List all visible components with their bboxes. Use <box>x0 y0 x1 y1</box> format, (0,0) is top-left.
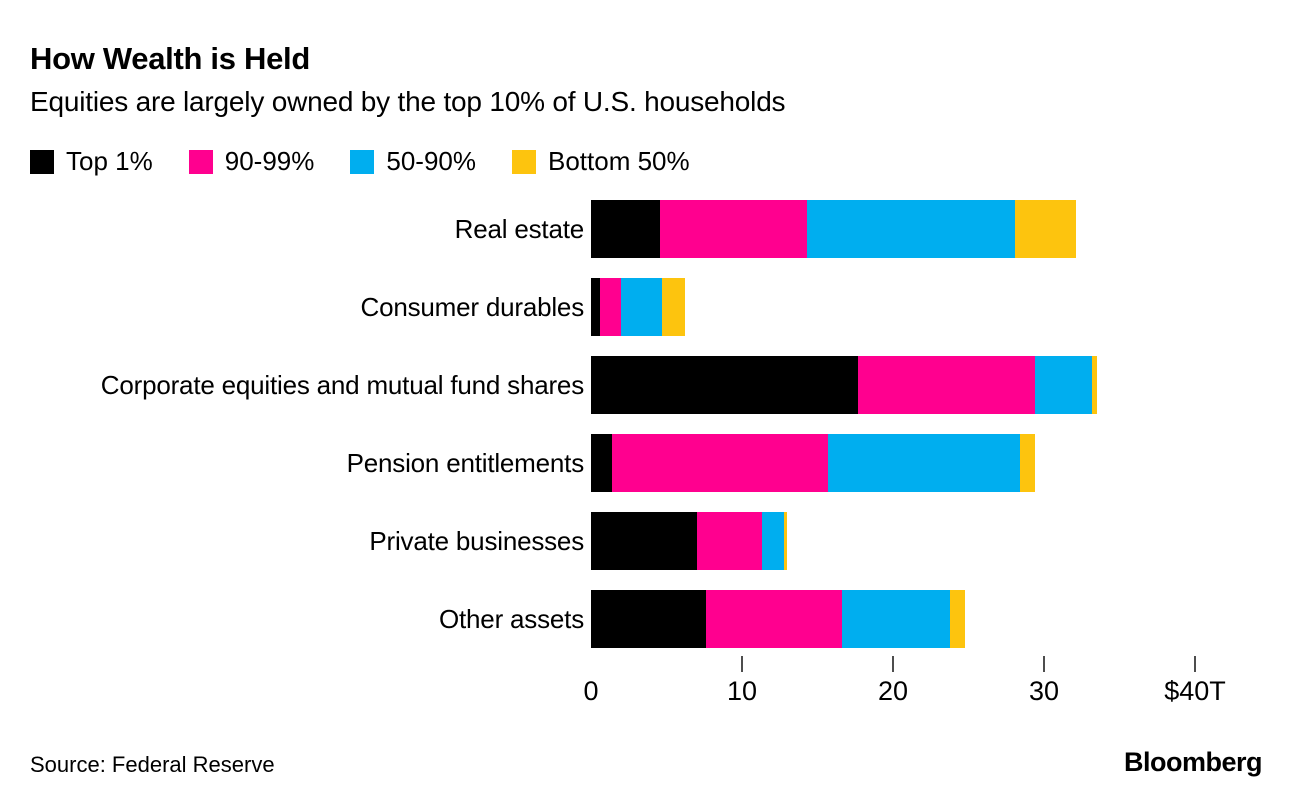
legend-swatch-icon <box>30 149 54 174</box>
bar-segment <box>828 434 1020 493</box>
bar-segment <box>1015 200 1076 259</box>
axis-tick <box>1194 656 1196 673</box>
axis-tick <box>741 656 743 673</box>
legend-label: Bottom 50% <box>547 146 690 177</box>
bar-segment <box>600 278 622 337</box>
legend-label: 90-99% <box>224 146 315 177</box>
stacked-bar <box>591 590 966 649</box>
legend-item: 50-90% <box>350 146 476 177</box>
bar-segment <box>612 434 829 493</box>
legend-item: Top 1% <box>30 146 153 177</box>
bar-segment <box>784 512 788 571</box>
stacked-bar <box>591 278 685 337</box>
bar-segment <box>1019 434 1035 493</box>
legend-item: 90-99% <box>188 146 315 177</box>
bar-segment <box>591 590 706 649</box>
bar-segment <box>661 278 685 337</box>
axis-tick-label: 30 <box>1028 676 1060 707</box>
category-label: Real estate <box>454 213 585 244</box>
chart-row: Consumer durables <box>0 268 1289 346</box>
bar-segment <box>761 512 785 571</box>
chart-title: How Wealth is Held <box>30 41 310 76</box>
bar-segment <box>1034 356 1093 415</box>
bar-segment <box>705 590 842 649</box>
chart-header: How Wealth is Held Equities are largely … <box>0 0 1289 118</box>
legend-label: Top 1% <box>66 146 153 177</box>
bloomberg-logo: Bloomberg <box>1123 747 1263 777</box>
stacked-bar <box>591 200 1076 259</box>
category-label: Pension entitlements <box>346 447 585 478</box>
legend-swatch-icon <box>350 149 375 174</box>
x-axis: 0 10 20 30 $40T <box>0 656 1289 714</box>
legend-swatch-icon <box>188 149 213 174</box>
stacked-bar <box>591 434 1035 493</box>
bar-segment <box>1092 356 1097 415</box>
bar-segment <box>591 200 661 259</box>
bar-segment <box>591 356 859 415</box>
legend-item: Bottom 50% <box>511 146 690 177</box>
chart-footer: Source: Federal Reserve Bloomberg <box>0 747 1289 778</box>
axis-tick-label: 0 <box>583 676 599 707</box>
legend-swatch-icon <box>511 149 536 174</box>
axis-tick-label: 20 <box>877 676 909 707</box>
axis-tick <box>892 656 894 673</box>
chart-rows: Real estate Consumer durables Corporate eq… <box>0 190 1289 658</box>
axis-tick-label: 10 <box>726 676 758 707</box>
bar-segment <box>591 278 601 337</box>
bar-segment <box>696 512 762 571</box>
category-label: Corporate equities and mutual fund share… <box>100 369 584 400</box>
bar-segment <box>621 278 662 337</box>
chart-legend: Top 1% 90-99% 50-90% Bottom 50% <box>30 146 1289 177</box>
chart-row: Other assets <box>0 580 1289 658</box>
bar-segment <box>591 512 697 571</box>
bar-segment <box>841 590 951 649</box>
bar-segment <box>950 590 966 649</box>
bar-segment <box>806 200 1016 259</box>
bar-segment <box>858 356 1035 415</box>
category-label: Private businesses <box>369 525 584 556</box>
stacked-bar-chart: Real estate Consumer durables Corporate eq… <box>0 190 1289 714</box>
chart-row: Pension entitlements <box>0 424 1289 502</box>
bar-segment <box>660 200 807 259</box>
bar-segment <box>591 434 613 493</box>
category-label: Other assets <box>439 603 584 634</box>
source-note: Source: Federal Reserve <box>30 752 275 777</box>
axis-tick <box>1043 656 1045 673</box>
chart-row: Corporate equities and mutual fund share… <box>0 346 1289 424</box>
axis-tick-label: $40T <box>1164 676 1226 707</box>
category-label: Consumer durables <box>360 291 585 322</box>
chart-subtitle: Equities are largely owned by the top 10… <box>30 86 786 118</box>
chart-row: Private businesses <box>0 502 1289 580</box>
chart-row: Real estate <box>0 190 1289 268</box>
stacked-bar <box>591 512 788 571</box>
legend-label: 50-90% <box>386 146 476 177</box>
stacked-bar <box>591 356 1097 415</box>
